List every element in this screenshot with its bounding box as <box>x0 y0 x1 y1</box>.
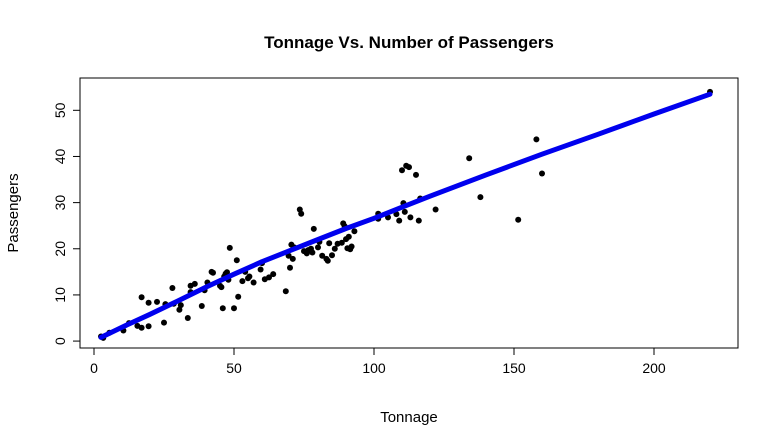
data-point <box>145 299 152 306</box>
y-tick-label: 40 <box>52 148 68 164</box>
data-point <box>289 255 296 262</box>
x-tick-label: 50 <box>226 360 242 376</box>
data-point <box>329 252 335 259</box>
data-point <box>515 216 522 223</box>
data-point <box>161 319 167 326</box>
data-point <box>415 217 422 224</box>
data-point <box>331 245 338 252</box>
data-point <box>184 315 191 321</box>
data-point <box>309 249 316 256</box>
y-tick-label: 50 <box>52 102 68 118</box>
data-point <box>351 228 358 235</box>
data-point <box>319 252 326 259</box>
y-axis-label: Passengers <box>5 173 22 252</box>
data-point <box>345 233 352 240</box>
data-point <box>233 257 240 264</box>
y-axis: 0 10 20 30 40 50 <box>52 102 81 345</box>
data-point <box>266 274 272 281</box>
data-point <box>176 306 183 313</box>
data-point <box>315 244 321 251</box>
data-point <box>401 208 408 215</box>
y-tick-label: 10 <box>52 287 68 303</box>
data-point <box>250 279 257 286</box>
data-point <box>282 288 289 295</box>
x-axis: 0 50 100 150 200 <box>90 347 666 376</box>
data-point <box>338 239 345 246</box>
data-point <box>226 244 233 251</box>
data-point <box>406 164 412 171</box>
data-point <box>177 302 184 309</box>
data-point <box>154 298 160 305</box>
y-tick-label: 20 <box>52 241 68 257</box>
data-point <box>399 167 405 174</box>
data-point <box>298 210 305 217</box>
data-point <box>533 136 540 143</box>
data-point <box>218 284 225 291</box>
data-point <box>413 171 419 178</box>
data-point <box>326 240 333 247</box>
data-point <box>235 293 242 300</box>
data-point <box>539 170 545 177</box>
x-tick-label: 100 <box>362 360 386 376</box>
data-point <box>396 217 403 224</box>
y-tick-label: 30 <box>52 195 68 211</box>
data-point <box>231 305 237 312</box>
data-point <box>169 285 176 291</box>
data-point <box>138 294 145 301</box>
data-point <box>257 266 264 273</box>
data-point <box>466 155 473 162</box>
data-point <box>224 269 230 276</box>
data-points <box>98 88 713 341</box>
x-tick-label: 0 <box>90 360 98 376</box>
data-point <box>145 323 152 330</box>
data-point <box>348 243 355 250</box>
data-point <box>287 264 293 271</box>
x-axis-label: Tonnage <box>380 409 438 426</box>
y-tick-label: 0 <box>52 337 68 345</box>
data-point <box>407 214 414 221</box>
data-point <box>239 278 246 285</box>
data-point <box>432 206 439 213</box>
regression-line <box>98 91 713 340</box>
data-point <box>246 273 253 280</box>
data-point <box>477 194 484 201</box>
data-point <box>270 271 277 278</box>
chart-title: Tonnage Vs. Number of Passengers <box>264 33 554 52</box>
data-point <box>324 257 331 264</box>
data-point <box>219 305 226 312</box>
data-point <box>210 269 216 276</box>
data-point <box>191 280 198 287</box>
data-point <box>310 225 317 232</box>
data-point <box>198 303 205 309</box>
x-tick-label: 200 <box>642 360 666 376</box>
x-tick-label: 150 <box>502 360 526 376</box>
data-point <box>138 324 145 331</box>
